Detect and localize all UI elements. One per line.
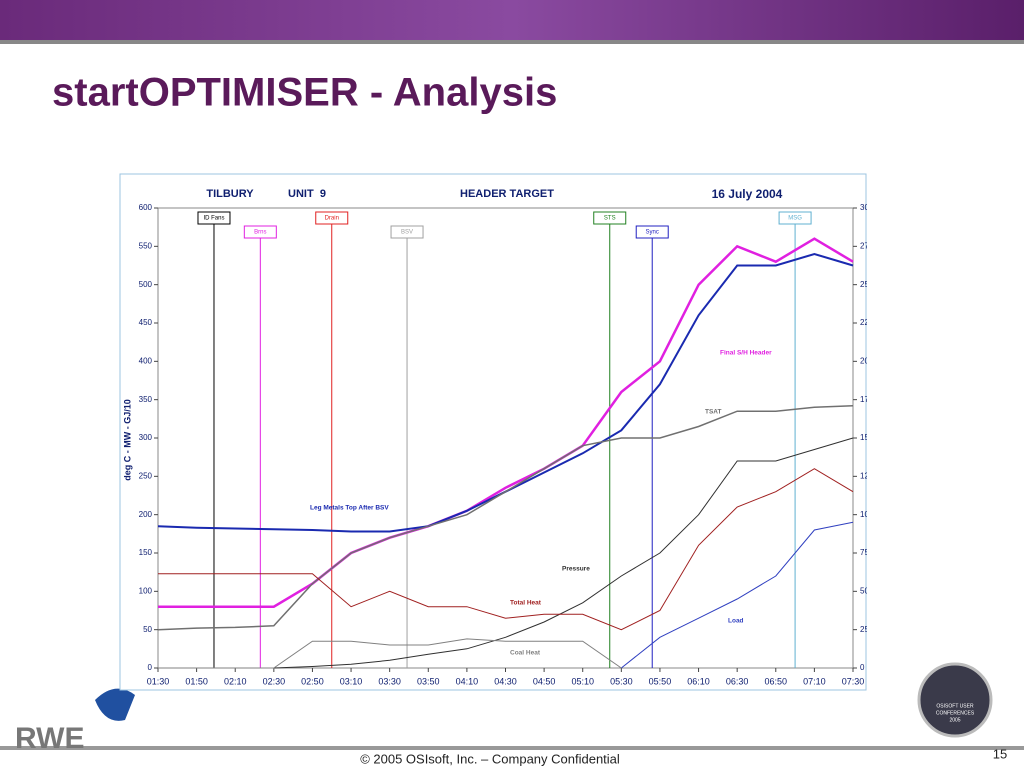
y-tick-label: 550 bbox=[139, 241, 153, 250]
x-tick-label: 01:50 bbox=[185, 676, 208, 686]
event-box bbox=[635, 225, 669, 239]
series-label: Total Heat bbox=[510, 600, 542, 607]
top-rule bbox=[0, 40, 1024, 44]
y-tick-label: 150 bbox=[139, 548, 153, 557]
x-tick-label: 06:50 bbox=[765, 676, 788, 686]
series-line bbox=[158, 237, 854, 608]
series-label: Leg Metals Top After BSV bbox=[310, 505, 389, 512]
y2-tick-label: 175 bbox=[860, 395, 867, 404]
series-label: Coal Heat bbox=[510, 650, 541, 657]
series-line bbox=[158, 468, 854, 631]
event-label: BSV bbox=[401, 230, 413, 236]
y-tick-label: 450 bbox=[139, 318, 153, 327]
x-tick-label: 02:10 bbox=[224, 676, 247, 686]
y-tick-label: 300 bbox=[139, 433, 153, 442]
unit: UNIT 9 bbox=[288, 188, 326, 200]
y2-tick-label: 200 bbox=[860, 356, 867, 365]
x-tick-label: 05:30 bbox=[610, 676, 633, 686]
y-tick-label: 350 bbox=[139, 395, 153, 404]
y-tick-label: 0 bbox=[148, 663, 153, 672]
x-tick-label: 04:50 bbox=[533, 676, 556, 686]
event-box bbox=[197, 211, 231, 225]
date: 16 July 2004 bbox=[712, 187, 783, 201]
y-tick-label: 500 bbox=[139, 280, 153, 289]
y2-tick-label: 0 bbox=[860, 663, 865, 672]
event-label: Sync bbox=[646, 230, 659, 236]
y2-tick-label: 100 bbox=[860, 510, 867, 519]
x-tick-label: 04:30 bbox=[494, 676, 517, 686]
y2-tick-label: 75 bbox=[860, 548, 867, 557]
event-label: MSG bbox=[788, 216, 802, 222]
chart: TILBURY UNIT 9 HEADER TARGET 16 July 200… bbox=[119, 173, 867, 691]
chart-frame bbox=[119, 173, 867, 691]
event-label: STS bbox=[604, 216, 616, 222]
series-label: Final S/H Header bbox=[720, 350, 772, 357]
chart-title: HEADER TARGET bbox=[460, 188, 554, 200]
event-box bbox=[243, 225, 277, 239]
event-box bbox=[390, 225, 424, 239]
plant: TILBURY bbox=[206, 188, 254, 200]
badge-text: CONFERENCES bbox=[936, 710, 975, 716]
badge-text: OSISOFT USER bbox=[936, 703, 974, 709]
x-tick-label: 03:10 bbox=[340, 676, 363, 686]
y2-tick-label: 225 bbox=[860, 318, 867, 327]
event-label: Drain bbox=[325, 216, 339, 222]
y-tick-label: 100 bbox=[139, 586, 153, 595]
x-tick-label: 02:50 bbox=[301, 676, 324, 686]
y2-tick-label: 275 bbox=[860, 241, 867, 250]
y2-tick-label: 125 bbox=[860, 471, 867, 480]
footer: © 2005 OSIsoft, Inc. – Company Confident… bbox=[360, 751, 620, 766]
x-tick-label: 05:50 bbox=[649, 676, 672, 686]
badge-text: 2005 bbox=[949, 717, 960, 723]
x-tick-label: 07:10 bbox=[803, 676, 826, 686]
page-number: 15 bbox=[993, 746, 1007, 761]
y2-tick-label: 300 bbox=[860, 203, 867, 212]
y2-tick-label: 150 bbox=[860, 433, 867, 442]
logo: RWE bbox=[15, 722, 84, 755]
x-tick-label: 01:30 bbox=[147, 676, 170, 686]
x-tick-label: 04:10 bbox=[456, 676, 479, 686]
y-tick-label: 200 bbox=[139, 510, 153, 519]
y-tick-label: 250 bbox=[139, 471, 153, 480]
series-label: Load bbox=[728, 618, 744, 625]
y-axis-label: deg C - MW - GJ/10 bbox=[122, 399, 132, 481]
x-tick-label: 05:10 bbox=[571, 676, 594, 686]
x-tick-label: 06:10 bbox=[687, 676, 710, 686]
series-line bbox=[158, 638, 622, 669]
event-box bbox=[778, 211, 812, 225]
top-band bbox=[0, 0, 1024, 40]
x-tick-label: 07:30 bbox=[842, 676, 865, 686]
y-tick-label: 50 bbox=[143, 625, 152, 634]
series-label: Pressure bbox=[562, 566, 590, 573]
event-box bbox=[315, 211, 349, 225]
x-tick-label: 03:50 bbox=[417, 676, 440, 686]
y2-tick-label: 25 bbox=[860, 625, 867, 634]
series-label: TSAT bbox=[705, 409, 722, 416]
bottom-rule bbox=[0, 746, 1024, 750]
event-label: ID Fans bbox=[203, 216, 224, 222]
x-tick-label: 02:30 bbox=[263, 676, 286, 686]
series-line bbox=[620, 521, 854, 669]
y-tick-label: 400 bbox=[139, 356, 153, 365]
series-line bbox=[157, 405, 854, 631]
x-tick-label: 06:30 bbox=[726, 676, 749, 686]
slide-title: startOPTIMISER - Analysis bbox=[52, 71, 557, 115]
badge bbox=[917, 662, 993, 738]
y2-tick-label: 50 bbox=[860, 586, 867, 595]
y2-tick-label: 250 bbox=[860, 280, 867, 289]
logo-hand bbox=[95, 688, 135, 721]
x-tick-label: 03:30 bbox=[378, 676, 401, 686]
y-tick-label: 600 bbox=[139, 203, 153, 212]
event-label: Brns bbox=[254, 230, 266, 236]
event-box bbox=[593, 211, 627, 225]
